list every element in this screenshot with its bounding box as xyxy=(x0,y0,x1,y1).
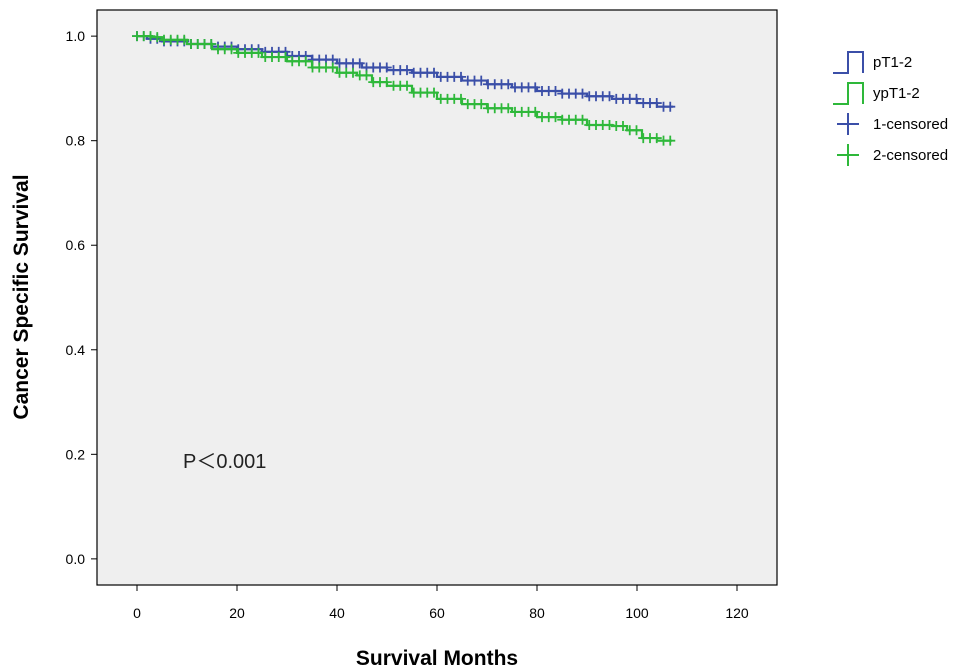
censor-mark xyxy=(503,79,514,90)
censor-mark xyxy=(651,98,662,109)
y-tick-label: 0.6 xyxy=(66,237,86,253)
censor-mark xyxy=(402,80,412,91)
censor-mark xyxy=(361,70,372,81)
censor-mark xyxy=(456,93,466,104)
censor-mark xyxy=(550,112,561,123)
p-value-annotation: P＜0.001 xyxy=(183,451,266,473)
censor-mark xyxy=(530,82,541,93)
censor-marks-ypt1-2 xyxy=(132,31,676,146)
censor-mark xyxy=(253,47,264,58)
legend: pT1-2 ypT1-2 1-censored 2-censored xyxy=(833,51,948,166)
censor-mark xyxy=(577,114,588,125)
x-axis-title: Survival Months xyxy=(356,647,518,670)
censor-mark xyxy=(530,106,541,117)
censor-mark xyxy=(631,125,642,136)
y-tick-label: 1.0 xyxy=(66,28,86,44)
x-tick-label: 0 xyxy=(133,605,141,621)
censor-mark xyxy=(604,91,615,102)
y-axis-title: Cancer Specific Survival xyxy=(10,174,33,419)
censor-mark xyxy=(476,99,487,110)
censor-mark xyxy=(456,71,466,82)
censor-mark xyxy=(381,62,392,73)
y-tick-label: 0.8 xyxy=(66,133,86,149)
legend-swatch-line xyxy=(833,51,864,74)
y-tick-label: 0.4 xyxy=(66,342,86,358)
x-tick-label: 100 xyxy=(625,605,649,621)
censor-mark xyxy=(354,58,365,69)
censor-mark xyxy=(179,34,190,45)
censor-mark xyxy=(665,101,676,112)
censor-mark xyxy=(327,62,338,73)
legend-label: 1-censored xyxy=(873,116,948,133)
censor-mark xyxy=(348,67,358,78)
censor-mark xyxy=(476,75,487,86)
series-layer xyxy=(132,31,676,146)
censor-mark xyxy=(651,133,662,144)
x-tick-label: 120 xyxy=(725,605,749,621)
censor-mark xyxy=(631,93,642,104)
censor-mark xyxy=(550,86,561,97)
censor-mark xyxy=(604,120,615,130)
censor-mark xyxy=(152,32,163,43)
legend-swatch-cross xyxy=(837,144,859,166)
censor-mark xyxy=(145,31,156,42)
censor-mark xyxy=(381,77,392,88)
censor-mark xyxy=(503,103,514,114)
x-tick-label: 20 xyxy=(229,605,245,621)
censor-mark xyxy=(226,44,237,55)
y-tick-label: 0.2 xyxy=(66,446,86,462)
y-tick-label: 0.0 xyxy=(66,551,86,567)
axes: 0 20 40 60 80 100 120 0.0 0.2 0.4 0.6 0.8 1.0 xyxy=(66,28,749,621)
censor-mark xyxy=(402,65,412,76)
x-tick-label: 40 xyxy=(329,605,345,621)
legend-label: ypT1-2 xyxy=(873,85,920,102)
legend-swatch-line xyxy=(833,82,864,105)
censor-mark xyxy=(665,135,676,146)
censor-mark xyxy=(300,56,311,67)
censor-mark xyxy=(206,38,217,49)
censor-mark xyxy=(429,67,439,78)
legend-swatch-cross xyxy=(837,113,859,135)
legend-label: 2-censored xyxy=(873,147,948,164)
legend-label: pT1-2 xyxy=(873,54,912,71)
censor-mark xyxy=(577,88,588,99)
censor-mark xyxy=(280,52,291,63)
censor-mark xyxy=(429,87,439,98)
x-tick-label: 60 xyxy=(429,605,445,621)
x-tick-label: 80 xyxy=(529,605,545,621)
censor-mark xyxy=(618,121,628,132)
